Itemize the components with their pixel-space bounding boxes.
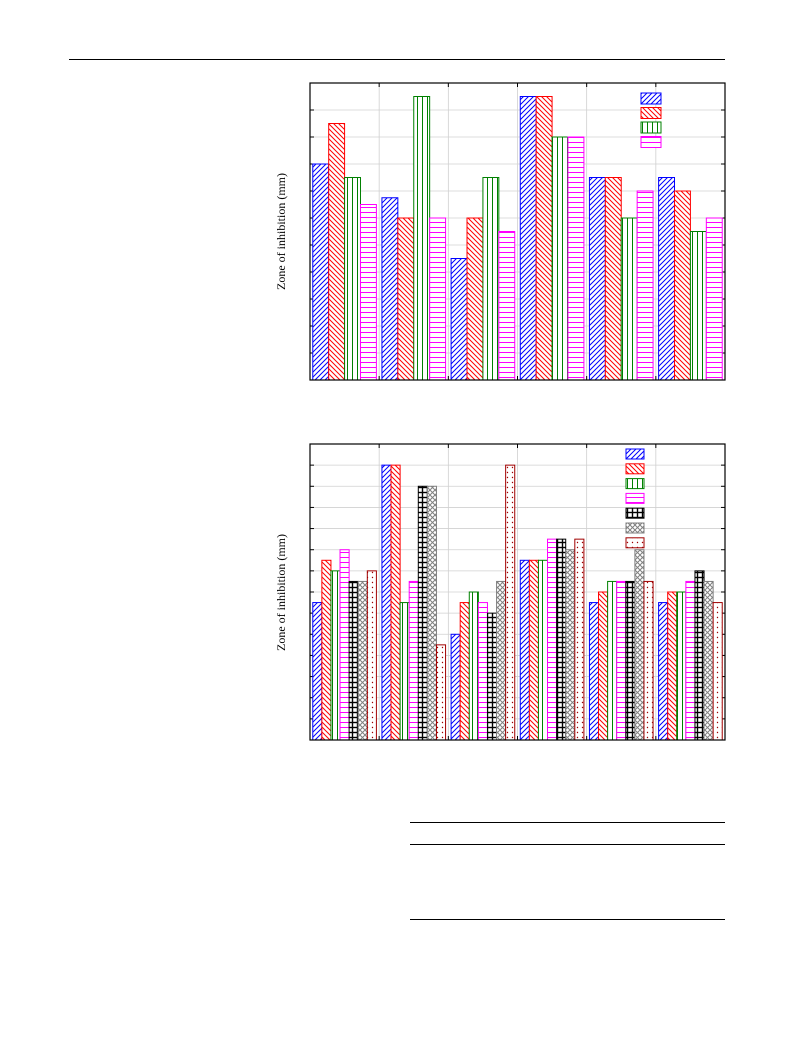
chart1-bar-s2-g1 xyxy=(328,123,346,381)
chart2-bar-s1-g6 xyxy=(658,602,669,741)
chart2-bar-s3-g2 xyxy=(399,602,410,741)
chart1-bar-s4-g5 xyxy=(636,190,654,381)
chart1-bar-s2-g5 xyxy=(604,177,622,381)
chart2-bar-s5-g5 xyxy=(625,580,636,741)
chart2-bar-s7-g4 xyxy=(574,538,585,741)
chart1-bar-s2-g6 xyxy=(674,190,691,381)
chart2-bar-s4-g5 xyxy=(616,580,627,741)
chart2-bar-s3-g4 xyxy=(537,559,549,741)
chart1-legend-swatch-3 xyxy=(640,121,662,134)
chart1-bar-s2-g3 xyxy=(466,217,484,381)
chart1-bar-s1-g5 xyxy=(588,177,606,381)
chart1-bar-s3-g2 xyxy=(413,96,431,381)
chart1-legend-swatch-2 xyxy=(640,107,662,119)
chart2-bar-s2-g6 xyxy=(667,591,678,741)
chart2-legend-swatch-7 xyxy=(625,537,645,549)
chart2-bar-s6-g3 xyxy=(496,580,507,741)
chart2-bar-s5-g3 xyxy=(486,612,498,741)
chart2-legend-swatch-2 xyxy=(625,463,645,475)
chart2-bar-s1-g5 xyxy=(588,602,600,741)
chart2-y-axis-label: Zone of inhibition (mm) xyxy=(274,534,288,651)
chart2-bar-s4-g6 xyxy=(685,580,696,741)
chart1-bar-s3-g5 xyxy=(620,217,638,381)
chart2-bar-s4-g3 xyxy=(477,602,488,741)
chart1-bar-s1-g1 xyxy=(312,163,330,381)
chart1-bar-s3-g4 xyxy=(551,136,569,381)
page-header-rule xyxy=(69,59,725,60)
chart2-bar-s7-g5 xyxy=(643,580,654,741)
chart1-plot-frame xyxy=(309,82,726,381)
table-header-rule xyxy=(410,844,725,845)
chart2-bar-s6-g4 xyxy=(565,549,576,741)
chart2-bar-s7-g6 xyxy=(712,602,723,741)
table-bottom-rule xyxy=(410,919,725,920)
chart1-bar-s2-g4 xyxy=(535,96,553,381)
chart1-bar-s4-g2 xyxy=(429,217,447,381)
chart2-bar-s2-g5 xyxy=(598,591,609,741)
chart1-bar-s1-g6 xyxy=(658,177,676,381)
chart2-legend-swatch-3 xyxy=(625,478,645,490)
chart2-bar-s5-g2 xyxy=(417,485,428,741)
chart1-bar-s3-g3 xyxy=(482,177,500,381)
chart2-bar-s6-g1 xyxy=(357,580,368,741)
chart2-bar-s7-g3 xyxy=(505,464,516,741)
chart2-bar-s3-g6 xyxy=(676,591,687,741)
chart1-bar-s4-g1 xyxy=(359,204,377,381)
chart-2 xyxy=(309,443,726,741)
chart1-legend-swatch-1 xyxy=(640,92,662,105)
chart2-bar-s3-g1 xyxy=(330,570,341,741)
chart2-legend-swatch-4 xyxy=(625,492,645,504)
chart-1 xyxy=(309,82,726,381)
chart2-bar-s4-g2 xyxy=(408,580,419,741)
chart2-bar-s1-g3 xyxy=(450,633,461,741)
chart1-bar-s2-g2 xyxy=(397,217,415,381)
chart2-bar-s3-g3 xyxy=(468,591,479,741)
chart2-plot-frame xyxy=(309,443,726,741)
chart2-bar-s1-g4 xyxy=(519,559,530,741)
table-top-rule xyxy=(410,822,725,823)
chart1-bar-s1-g2 xyxy=(381,197,399,381)
chart2-bar-s5-g6 xyxy=(694,570,705,741)
chart1-bar-s3-g1 xyxy=(344,177,361,381)
chart2-bar-s6-g5 xyxy=(634,549,645,741)
chart2-bar-s2-g1 xyxy=(321,559,332,741)
chart2-bar-s7-g1 xyxy=(366,570,377,741)
chart2-legend-swatch-5 xyxy=(625,507,645,519)
chart2-bar-s3-g5 xyxy=(607,580,618,741)
chart2-bar-s7-g2 xyxy=(435,644,447,741)
chart1-bar-s1-g4 xyxy=(519,96,537,381)
chart2-bar-s4-g1 xyxy=(339,549,350,741)
chart1-bar-s1-g3 xyxy=(450,258,468,381)
chart2-bar-s1-g1 xyxy=(312,602,323,741)
chart2-bar-s2-g2 xyxy=(390,464,401,741)
chart2-bar-s6-g2 xyxy=(426,485,437,741)
chart1-bar-s4-g6 xyxy=(705,217,723,381)
chart2-bar-s1-g2 xyxy=(381,464,392,741)
chart2-legend-swatch-1 xyxy=(625,448,645,460)
chart1-bar-s3-g6 xyxy=(689,231,707,381)
chart2-bar-s2-g4 xyxy=(528,559,539,741)
chart1-y-axis-label: Zone of inhibition (mm) xyxy=(274,173,288,290)
chart2-bar-s5-g4 xyxy=(556,538,567,741)
chart1-legend-swatch-4 xyxy=(640,136,662,148)
chart2-legend-swatch-6 xyxy=(625,522,645,534)
chart2-bar-s6-g6 xyxy=(703,580,714,741)
chart2-bar-s5-g1 xyxy=(348,580,359,741)
chart2-bar-s2-g3 xyxy=(459,602,470,741)
chart1-bar-s4-g3 xyxy=(498,231,516,381)
chart2-bar-s4-g4 xyxy=(547,538,558,741)
chart1-bar-s4-g4 xyxy=(567,136,585,381)
